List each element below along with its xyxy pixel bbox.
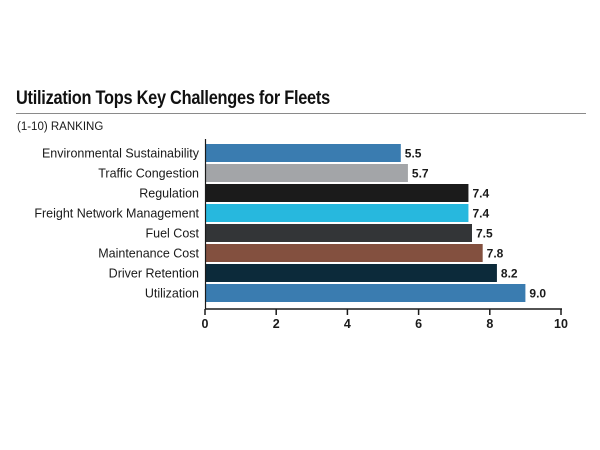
category-label: Regulation [139,187,199,201]
value-label: 7.4 [472,187,489,201]
x-tick-label: 4 [344,317,351,331]
value-label: 8.2 [501,267,518,281]
bar-5 [205,224,472,242]
x-tick-label: 2 [273,317,280,331]
bar-8 [205,284,526,302]
value-label: 5.5 [405,147,422,161]
value-label: 7.4 [472,207,489,221]
category-label: Utilization [145,287,199,301]
x-tick-label: 0 [202,317,209,331]
bar-1 [205,144,401,162]
x-tick-label: 10 [554,317,568,331]
bar-4 [205,204,469,222]
plot-area: Environmental Sustainability 5.5 Traffic C… [34,139,568,331]
value-label: 5.7 [412,167,429,181]
category-label: Driver Retention [109,267,199,281]
title-divider [16,113,586,114]
value-label: 9.0 [529,287,546,301]
category-label: Freight Network Management [34,207,199,221]
value-label: 7.5 [476,227,493,241]
chart-subtitle: (1-10) RANKING [17,121,104,133]
category-label: Traffic Congestion [98,167,199,181]
bar-6 [205,244,483,262]
x-tick-label: 6 [415,317,422,331]
bar-3 [205,184,469,202]
category-label: Environmental Sustainability [42,147,200,161]
bar-2 [205,164,408,182]
category-label: Maintenance Cost [98,247,199,261]
value-label: 7.8 [487,247,504,261]
x-tick-label: 8 [486,317,493,331]
bar-7 [205,264,497,282]
chart-title: Utilization Tops Key Challenges for Flee… [16,88,330,109]
category-label: Fuel Cost [146,227,200,241]
